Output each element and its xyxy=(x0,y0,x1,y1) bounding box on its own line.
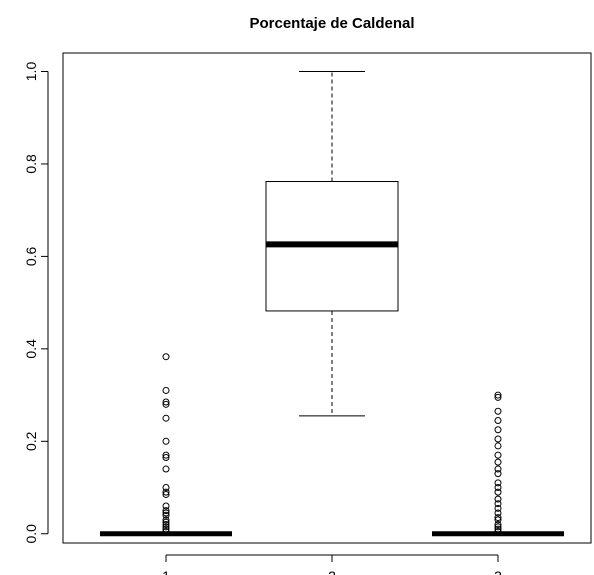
box-series xyxy=(100,70,564,537)
outlier-point xyxy=(162,521,170,529)
outlier-point xyxy=(494,484,502,492)
plot-frame xyxy=(62,52,592,544)
outlier-point xyxy=(494,407,502,415)
outlier-point xyxy=(494,509,502,517)
outlier-point xyxy=(162,484,170,492)
outlier-point xyxy=(494,470,502,478)
y-tick-label: 0.8 xyxy=(23,154,39,174)
x-tick-label: 3 xyxy=(494,568,502,575)
x-tick-label: 1 xyxy=(162,568,170,575)
box-group xyxy=(100,353,232,537)
outlier-point xyxy=(494,479,502,487)
outlier-point xyxy=(494,488,502,496)
y-tick-label: 0.4 xyxy=(23,339,39,359)
outlier-point xyxy=(162,507,170,515)
outlier-point xyxy=(162,400,170,408)
outlier-point xyxy=(494,435,502,443)
outlier-point xyxy=(494,391,502,399)
outlier-point xyxy=(494,523,502,531)
outlier-point xyxy=(494,442,502,450)
outlier-point xyxy=(494,527,502,535)
outlier-point xyxy=(162,502,170,510)
outlier-point xyxy=(494,451,502,459)
outlier-point xyxy=(162,451,170,459)
outlier-point xyxy=(494,514,502,522)
y-tick-label: 0.2 xyxy=(23,431,39,451)
outlier-point xyxy=(494,504,502,512)
outlier-point xyxy=(162,527,170,535)
chart-title: Porcentaje de Caldenal xyxy=(249,15,414,32)
outlier-point xyxy=(162,398,170,406)
y-tick-label: 0.6 xyxy=(23,246,39,266)
outlier-point xyxy=(162,525,170,533)
outlier-point xyxy=(162,353,170,361)
y-tick-label: 0.0 xyxy=(23,524,39,544)
outlier-point xyxy=(162,511,170,519)
outlier-point xyxy=(162,437,170,445)
outlier-point xyxy=(494,426,502,434)
y-tick-label: 1.0 xyxy=(23,62,39,82)
outlier-point xyxy=(162,509,170,517)
outlier-point xyxy=(494,500,502,508)
outlier-point xyxy=(162,518,170,526)
y-axis: 0.0 0.2 0.4 0.6 0.8 1.0 xyxy=(23,62,49,544)
outlier-point xyxy=(162,523,170,531)
outlier-point xyxy=(494,521,502,529)
outlier-point xyxy=(494,417,502,424)
outlier-point xyxy=(162,516,170,524)
outlier-point xyxy=(162,465,170,473)
outlier-point xyxy=(494,525,502,533)
box-group xyxy=(265,70,399,417)
outlier-point xyxy=(162,386,170,394)
x-axis: 1 2 3 xyxy=(162,554,502,575)
outlier-point xyxy=(162,414,170,422)
outlier-point xyxy=(162,488,170,496)
outlier-point xyxy=(494,516,502,524)
x-tick-label: 2 xyxy=(328,568,336,575)
outlier-point xyxy=(162,453,170,461)
outlier-point xyxy=(494,458,502,466)
outlier-point xyxy=(494,393,502,401)
box-group xyxy=(432,391,564,537)
outlier-point xyxy=(494,465,502,473)
outlier-point xyxy=(494,495,502,503)
outlier-point xyxy=(162,490,170,498)
